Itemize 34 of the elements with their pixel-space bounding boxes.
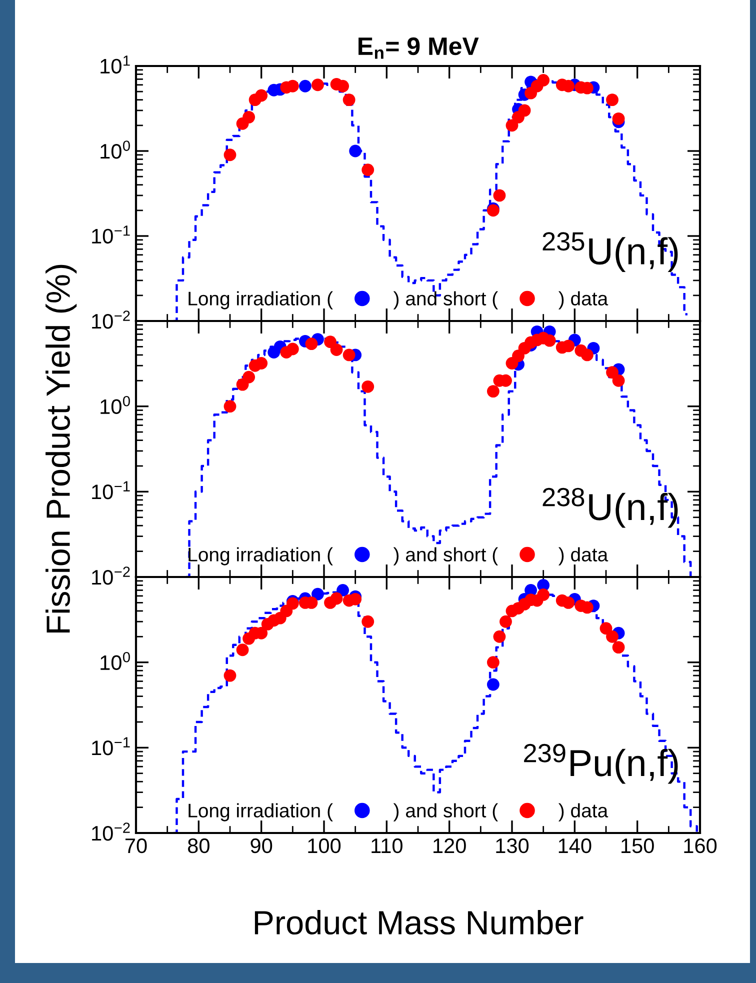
- x-tick-label: 70: [125, 838, 147, 854]
- legend-label: ) and short (: [393, 291, 498, 310]
- y-tick-label: 10$^{1}$: [100, 56, 130, 74]
- annotation: ) data: [558, 803, 608, 822]
- x-tick-label: 90: [250, 838, 272, 854]
- x-tick-label: 160: [684, 838, 717, 854]
- x-tick-label: 80: [188, 838, 210, 854]
- legend-label: ) and short (: [393, 547, 498, 566]
- annotation: ) data: [558, 291, 608, 310]
- y-tick-label: 10$^{−2}$: [92, 566, 130, 585]
- legend-label: Long irradiation (: [188, 547, 333, 566]
- y-tick-label: 10$^{0}$: [100, 140, 130, 159]
- annotation: $^{238}$U(n,f): [542, 488, 678, 528]
- legend-label: Long irradiation (: [188, 291, 333, 310]
- y-tick-label: 10$^{−1}$: [92, 226, 130, 244]
- y-tick-label: 10$^{−2}$: [92, 310, 130, 329]
- y-tick-label: 10$^{−1}$: [92, 481, 130, 500]
- annotation: $^{235}$U(n,f): [542, 232, 678, 272]
- x-tick-label: 120: [434, 838, 466, 854]
- x-axis-title: Product Mass Number: [254, 910, 584, 935]
- y-axis-title: Fission Product Yield (%): [46, 264, 77, 632]
- x-tick-label: 110: [372, 838, 402, 854]
- y-tick-label: 10$^{0}$: [100, 652, 130, 670]
- x-tick-label: 130: [496, 838, 529, 854]
- legend-label: ) and short (: [393, 803, 498, 822]
- y-tick-label: 10$^{−1}$: [92, 737, 130, 756]
- x-tick-label: 100: [308, 838, 341, 854]
- annotation: $^{239}$Pu(n,f): [524, 744, 678, 784]
- chart-title: E$_{n}$= 9 MeV: [358, 37, 479, 59]
- annotation: ) data: [558, 547, 608, 566]
- y-tick-label: 10$^{0}$: [100, 396, 130, 414]
- x-tick-label: 140: [558, 838, 592, 854]
- x-tick-label: 150: [622, 838, 654, 854]
- legend-label: Long irradiation (: [188, 803, 333, 822]
